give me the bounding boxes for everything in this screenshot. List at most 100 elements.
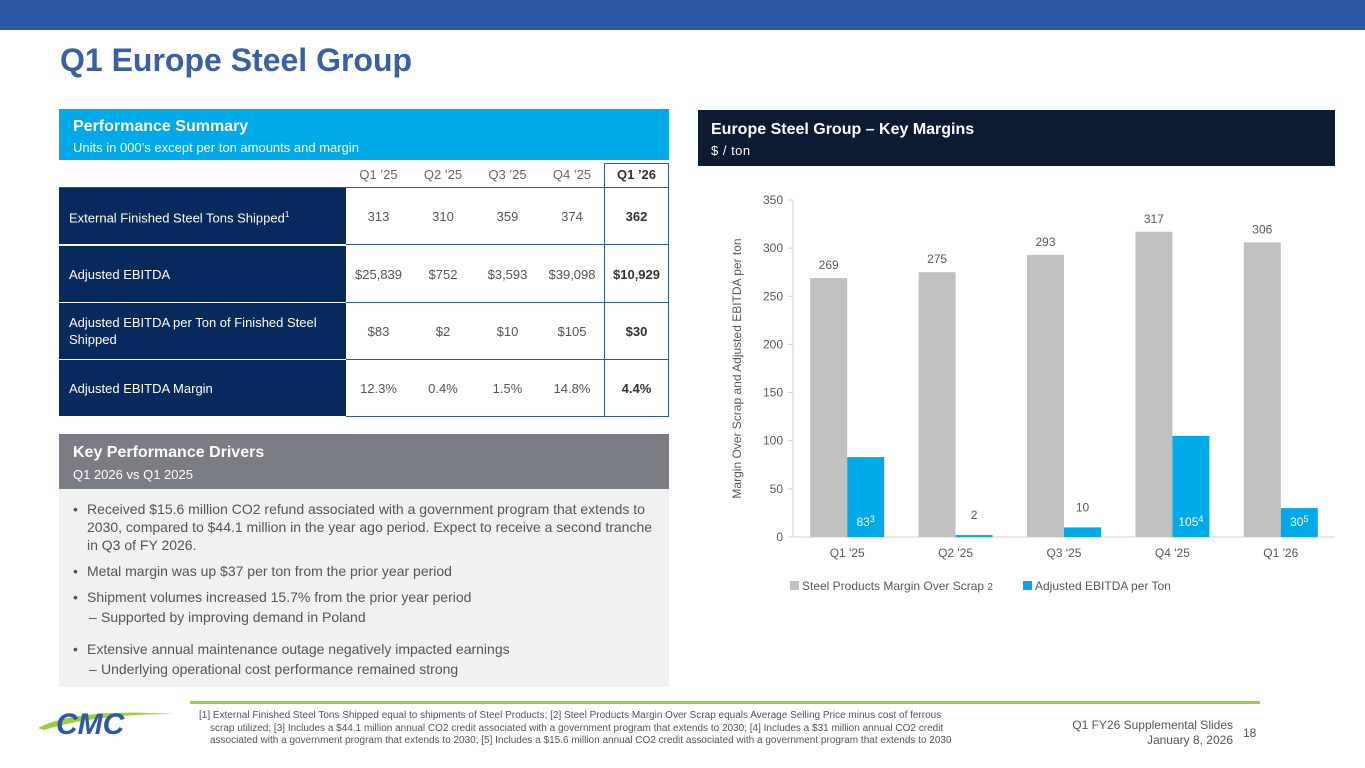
x-tick-label: Q1 '26 [1263, 546, 1298, 560]
y-tick-label: 150 [763, 386, 783, 400]
table-cell: $25,839 [355, 266, 402, 282]
table-cell: 14.8% [553, 380, 591, 396]
table-cell: 0.4% [428, 380, 458, 396]
table-cell: $3,593 [487, 266, 528, 282]
y-tick-label: 100 [763, 434, 783, 448]
adjusted-ebitda-bar [1172, 435, 1210, 537]
row-label: Adjusted EBITDA per Ton of Finished Stee… [59, 303, 346, 359]
chart-title: Europe Steel Group – Key Margins [711, 121, 975, 138]
column-header-current: Q1 ’26 [616, 167, 657, 182]
legend-swatch-ebitda [1023, 581, 1032, 590]
legend-label-ebitda: Adjusted EBITDA per Ton [1035, 579, 1171, 593]
table-row: Adjusted EBITDA per Ton of Finished Stee… [59, 303, 669, 359]
table-cell: 313 [367, 208, 390, 224]
table-cell-current: 4.4% [621, 380, 652, 396]
y-tick-label: 0 [776, 530, 783, 544]
driver-bullet: Received $15.6 million CO2 refund associ… [73, 500, 655, 554]
table-cell: $2 [435, 323, 451, 339]
table-row: Adjusted EBITDA Margin 12.3% 0.4% 1.5% 1… [59, 360, 669, 416]
legend-label-margin: Steel Products Margin Over Scrap 2 [802, 579, 993, 593]
footnotes: [1] External Finished Steel Tons Shipped… [199, 710, 1029, 748]
row-divider [346, 302, 669, 303]
row-divider [346, 416, 669, 417]
page-number: 18 [1243, 726, 1257, 740]
x-tick-label: Q3 '25 [1047, 546, 1082, 560]
margin-over-scrap-bar [1135, 231, 1173, 537]
legend-swatch-margin [790, 581, 799, 590]
driver-bullet: Metal margin was up $37 per ton from the… [73, 562, 655, 580]
margin-over-scrap-label: 293 [1035, 235, 1055, 249]
row-label: Adjusted EBITDA [59, 246, 346, 302]
table-cell: 12.3% [360, 380, 397, 396]
footer-rule [190, 701, 1260, 704]
key-drivers-header: Key Performance Drivers Q1 2026 vs Q1 20… [59, 434, 669, 489]
footer-deck-info: Q1 FY26 Supplemental Slides January 8, 2… [1040, 718, 1233, 748]
margin-over-scrap-label: 306 [1252, 222, 1272, 236]
driver-bullet: Extensive annual maintenance outage nega… [73, 640, 655, 658]
deck-name: Q1 FY26 Supplemental Slides [1072, 718, 1233, 732]
adjusted-ebitda-bar [1064, 527, 1101, 537]
performance-summary-header: Performance Summary Units in 000’s excep… [59, 109, 669, 160]
performance-summary-title: Performance Summary [73, 118, 249, 135]
table-cell-current: $10,929 [613, 266, 660, 282]
adjusted-ebitda-bar [847, 457, 885, 537]
adjusted-ebitda-label: 10 [1076, 500, 1090, 514]
row-label: Adjusted EBITDA Margin [59, 360, 346, 416]
footnote-line: [1] External Finished Steel Tons Shipped… [199, 710, 942, 721]
driver-sub-bullet: Supported by improving demand in Poland [73, 608, 655, 626]
x-tick-label: Q2 '25 [938, 546, 973, 560]
margin-over-scrap-bar [918, 272, 956, 537]
key-margins-chart: 0 50 100 150 200 250 300 350 Margin Over Scrap a… [730, 193, 1335, 593]
svg-text:CMC: CMC [56, 708, 126, 740]
chart-header: Europe Steel Group – Key Margins $ / ton [698, 110, 1335, 166]
table-cell-current: 362 [625, 208, 648, 224]
y-tick-label: 200 [763, 337, 783, 351]
y-tick-label: 300 [763, 241, 783, 255]
page-title: Q1 Europe Steel Group [60, 42, 413, 78]
deck-date: January 8, 2026 [1146, 733, 1233, 747]
performance-summary-subtitle: Units in 000’s except per ton amounts an… [73, 140, 359, 155]
table-cell: 374 [561, 208, 583, 224]
x-tick-label: Q4 '25 [1155, 546, 1190, 560]
adjusted-ebitda-label: 1054 [1178, 514, 1203, 529]
table-cell: 359 [496, 208, 519, 224]
top-banner [0, 0, 1365, 30]
table-row: Adjusted EBITDA $25,839 $752 $3,593 $39,… [59, 246, 669, 302]
margin-over-scrap-label: 269 [819, 258, 839, 272]
y-tick-label: 50 [770, 482, 784, 496]
column-header: Q2 ’25 [423, 167, 463, 182]
column-header: Q1 ’25 [359, 167, 398, 182]
y-axis-label: Margin Over Scrap and Adjusted EBITDA pe… [730, 238, 744, 498]
footnote-line: scrap utilized; [3] Includes a $44.1 mil… [210, 722, 944, 734]
margin-over-scrap-bar [1027, 254, 1064, 537]
table-cell: 310 [432, 208, 454, 224]
table-top-rule [59, 187, 669, 188]
table-row: External Finished Steel Tons Shipped1 31… [59, 188, 669, 244]
driver-sub-bullet: Underlying operational cost performance … [73, 660, 655, 678]
table-cell: $752 [428, 266, 458, 282]
x-tick-label: Q1 '25 [830, 546, 865, 560]
key-drivers-list: Received $15.6 million CO2 refund associ… [59, 489, 669, 687]
driver-bullet: Shipment volumes increased 15.7% from th… [73, 588, 655, 606]
table-cell: $105 [557, 323, 587, 339]
column-header: Q4 ’25 [552, 167, 592, 182]
margin-over-scrap-bar [1243, 242, 1281, 537]
adjusted-ebitda-label: 2 [971, 508, 978, 522]
key-drivers-title: Key Performance Drivers [73, 444, 265, 461]
y-tick-label: 250 [763, 289, 783, 303]
adjusted-ebitda-bar [1280, 508, 1318, 537]
y-tick-label: 350 [763, 193, 783, 207]
table-cell-current: $30 [625, 323, 648, 339]
margin-over-scrap-bar [810, 277, 848, 537]
adjusted-ebitda-bar [955, 535, 993, 537]
margin-over-scrap-label: 317 [1144, 212, 1164, 226]
table-cell: $39,098 [548, 266, 596, 282]
row-divider [346, 359, 669, 360]
current-quarter-outline [604, 163, 669, 417]
cmc-logo: CMC [38, 708, 174, 740]
column-header: Q3 ’25 [488, 167, 527, 182]
chart-subtitle: $ / ton [711, 143, 751, 158]
margin-over-scrap-label: 275 [927, 252, 947, 266]
row-divider [346, 244, 669, 245]
footnote-line: associated with a government program tha… [210, 735, 952, 746]
